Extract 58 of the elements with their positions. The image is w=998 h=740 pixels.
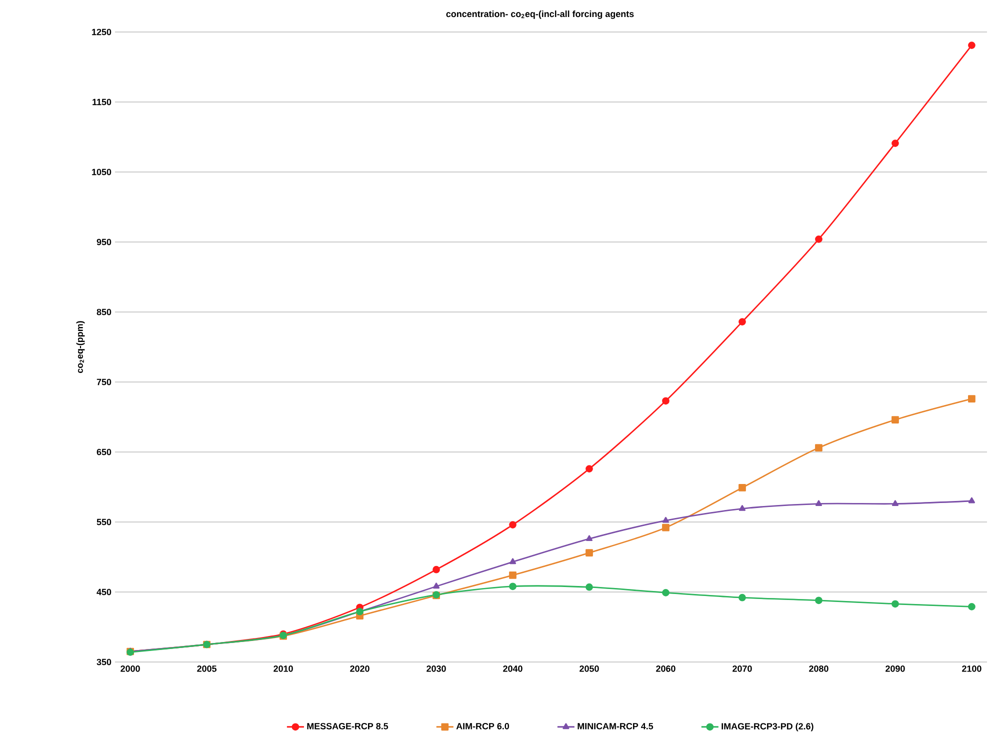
legend-label: AIM-RCP 6.0 — [456, 722, 510, 730]
x-tick-label: 2100 — [962, 666, 982, 672]
y-tick-label: 550 — [96, 518, 112, 526]
point — [815, 500, 822, 506]
point — [586, 535, 593, 541]
x-tick-label: 2050 — [580, 666, 599, 672]
y-tick-label: 950 — [96, 238, 112, 246]
legend-label: MINICAM-RCP 4.5 — [578, 722, 654, 730]
point — [509, 582, 516, 590]
x-tick-label: 2040 — [503, 666, 522, 672]
legend-label: IMAGE-RCP3-PD (2.6) — [722, 722, 814, 732]
x-tick-label: 2090 — [886, 666, 905, 672]
point — [509, 558, 516, 564]
y-tick-label: 450 — [96, 588, 112, 596]
point — [738, 318, 746, 326]
point — [968, 497, 975, 504]
y-tick-label: 650 — [96, 448, 112, 456]
point — [738, 505, 746, 511]
point — [892, 416, 899, 424]
legend-label: MESSAGE-RCP 8.5 — [307, 722, 388, 730]
point — [968, 42, 976, 49]
x-tick-label: 2005 — [197, 666, 217, 672]
point — [968, 395, 976, 402]
x-tick-label: 2060 — [656, 666, 676, 672]
point — [815, 444, 822, 452]
point — [815, 596, 822, 604]
point — [662, 516, 670, 523]
point — [662, 524, 670, 532]
point — [662, 397, 670, 405]
point — [432, 582, 440, 589]
point — [432, 566, 440, 574]
y-tick-label: 850 — [96, 308, 112, 316]
y-axis-title: co$_{2}$eq-(ppm) — [76, 321, 85, 373]
point — [509, 572, 516, 579]
point — [586, 583, 593, 591]
point — [815, 236, 822, 243]
point — [892, 600, 899, 608]
x-tick-label: 2070 — [732, 666, 752, 672]
x-tick-label: 2080 — [809, 666, 828, 672]
point — [738, 484, 746, 492]
y-tick-label: 1250 — [92, 28, 112, 36]
point — [892, 500, 899, 506]
point — [892, 140, 899, 147]
y-tick-label: 350 — [96, 658, 112, 666]
y-tick-label: 750 — [96, 378, 112, 386]
point — [509, 521, 516, 528]
x-tick-label: 2000 — [120, 666, 140, 672]
x-tick-label: 2010 — [274, 666, 293, 672]
point — [586, 465, 593, 472]
point — [968, 603, 976, 610]
point — [586, 549, 593, 556]
x-tick-label: 2020 — [350, 666, 370, 672]
x-tick-label: 2030 — [426, 666, 446, 672]
y-tick-label: 1050 — [92, 168, 112, 176]
y-tick-label: 1150 — [92, 98, 112, 106]
chart-title: concentration- co$_{2}$eq-(incl-all forcing agents — [446, 10, 634, 19]
point — [738, 594, 746, 602]
point — [662, 589, 670, 596]
